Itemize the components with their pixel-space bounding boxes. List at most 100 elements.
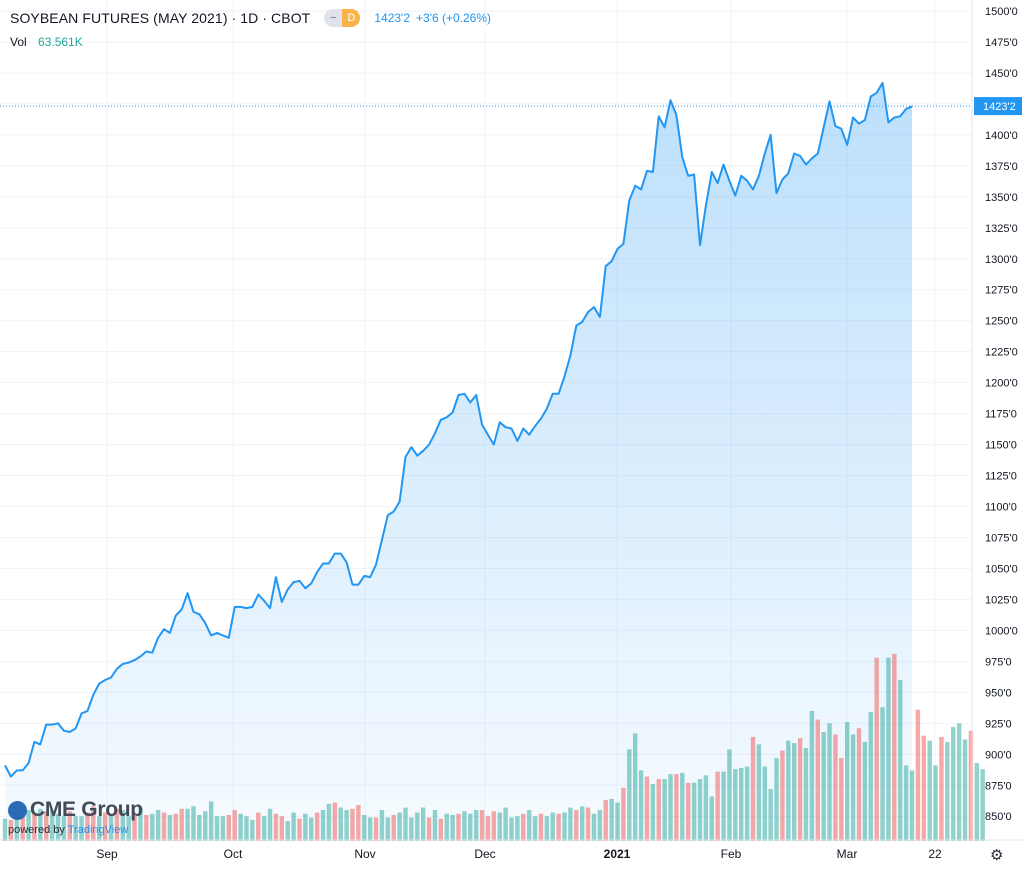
globe-icon bbox=[8, 800, 27, 820]
volume-bar bbox=[256, 812, 261, 841]
chart-header: SOYBEAN FUTURES (MAY 2021) · 1D · CBOT −… bbox=[10, 8, 491, 28]
y-tick-label: 1050'0 bbox=[985, 563, 1018, 575]
volume-bar bbox=[185, 808, 190, 841]
volume-bar bbox=[38, 808, 43, 841]
volume-bar bbox=[415, 812, 420, 841]
volume-bar bbox=[479, 810, 485, 841]
tradingview-link[interactable]: TradingView bbox=[67, 824, 129, 836]
volume-bar bbox=[173, 813, 179, 841]
cme-logo[interactable]: CME Group powered by TradingView bbox=[8, 798, 143, 836]
volume-bar bbox=[503, 807, 508, 841]
volume-bar bbox=[362, 814, 367, 841]
volume-bar bbox=[656, 779, 661, 841]
volume-bar bbox=[650, 784, 656, 841]
volume-bar bbox=[238, 813, 243, 841]
volume-bar bbox=[921, 735, 926, 841]
volume-bar bbox=[833, 734, 838, 841]
volume-bar bbox=[444, 813, 449, 841]
volume-bar bbox=[638, 770, 644, 841]
volume-bar bbox=[403, 807, 408, 841]
volume-legend: Vol 63.561K bbox=[10, 35, 83, 49]
volume-bar bbox=[556, 813, 561, 841]
volume-bar bbox=[621, 787, 626, 841]
y-tick-label: 1100'0 bbox=[985, 502, 1017, 514]
volume-bar bbox=[426, 817, 432, 841]
volume-bar bbox=[232, 810, 237, 841]
y-tick-label: 1350'0 bbox=[985, 192, 1018, 204]
volume-bar bbox=[332, 802, 338, 841]
volume-bar bbox=[797, 738, 803, 841]
volume-bar bbox=[356, 805, 361, 841]
volume-value: 63.561K bbox=[38, 35, 83, 49]
y-tick-label: 1075'0 bbox=[985, 532, 1018, 544]
y-tick-label: 1225'0 bbox=[985, 347, 1018, 359]
price-axis: 1500'01475'01450'01425'01400'01375'01350… bbox=[985, 6, 1018, 823]
volume-bar bbox=[574, 810, 579, 841]
volume-bar bbox=[491, 811, 497, 841]
volume-bar bbox=[138, 807, 143, 841]
volume-bar bbox=[868, 712, 873, 841]
volume-bar bbox=[344, 810, 349, 841]
volume-bar bbox=[627, 749, 632, 841]
volume-bar bbox=[768, 788, 773, 841]
y-tick-label: 1325'0 bbox=[985, 223, 1018, 235]
last-price-label: 1423'2 bbox=[983, 101, 1016, 113]
interval-label[interactable]: 1D bbox=[240, 10, 259, 26]
volume-bar bbox=[850, 734, 856, 841]
delayed-d-icon: D bbox=[342, 9, 361, 27]
y-tick-label: 875'0 bbox=[985, 780, 1012, 792]
volume-bar bbox=[685, 782, 691, 841]
volume-bar bbox=[632, 733, 638, 841]
volume-bar bbox=[191, 806, 196, 841]
volume-bar bbox=[697, 779, 703, 841]
volume-bar bbox=[615, 802, 620, 841]
volume-bar bbox=[603, 800, 608, 841]
volume-bar bbox=[579, 806, 585, 841]
volume-bar bbox=[285, 821, 290, 841]
volume-bar bbox=[680, 772, 685, 841]
volume-bar bbox=[132, 813, 137, 841]
volume-bar bbox=[927, 740, 932, 841]
volume-bar bbox=[208, 801, 214, 841]
volume-bar bbox=[609, 798, 614, 841]
volume-bar bbox=[91, 806, 96, 841]
x-tick-label: Oct bbox=[224, 847, 243, 861]
gear-icon[interactable]: ⚙ bbox=[990, 847, 1004, 864]
volume-bars bbox=[2, 653, 985, 841]
volume-bar bbox=[874, 657, 879, 841]
volume-bar bbox=[273, 813, 279, 841]
x-tick-label: Dec bbox=[474, 847, 495, 861]
volume-bar bbox=[338, 807, 343, 841]
y-tick-label: 1400'0 bbox=[985, 130, 1018, 142]
volume-bar bbox=[756, 744, 762, 841]
volume-bar bbox=[597, 810, 603, 841]
y-tick-label: 1150'0 bbox=[985, 440, 1017, 452]
x-tick-label: Feb bbox=[721, 847, 742, 861]
volume-bar bbox=[585, 807, 591, 841]
x-tick-label: Nov bbox=[354, 847, 375, 861]
volume-bar bbox=[314, 812, 320, 841]
volume-bar bbox=[279, 816, 285, 841]
volume-bar bbox=[409, 817, 414, 841]
x-tick-label: Mar bbox=[837, 847, 858, 861]
volume-bar bbox=[102, 812, 108, 841]
volume-bar bbox=[915, 709, 921, 841]
cme-brand: CME Group bbox=[8, 798, 143, 822]
exchange-label: CBOT bbox=[271, 10, 311, 26]
minus-icon: − bbox=[324, 9, 343, 27]
volume-bar bbox=[456, 813, 461, 841]
status-pill: − D bbox=[324, 9, 361, 27]
volume-bar bbox=[898, 679, 903, 841]
volume-bar bbox=[14, 817, 19, 841]
volume-bar bbox=[197, 814, 202, 841]
volume-bar bbox=[291, 812, 296, 841]
volume-bar bbox=[385, 817, 391, 841]
y-tick-label: 1300'0 bbox=[985, 254, 1018, 266]
volume-bar bbox=[462, 811, 467, 841]
volume-bar bbox=[214, 816, 220, 841]
volume-bar bbox=[674, 774, 679, 841]
symbol-title[interactable]: SOYBEAN FUTURES (MAY 2021) bbox=[10, 10, 228, 26]
volume-bar bbox=[450, 814, 455, 841]
volume-bar bbox=[126, 816, 131, 841]
